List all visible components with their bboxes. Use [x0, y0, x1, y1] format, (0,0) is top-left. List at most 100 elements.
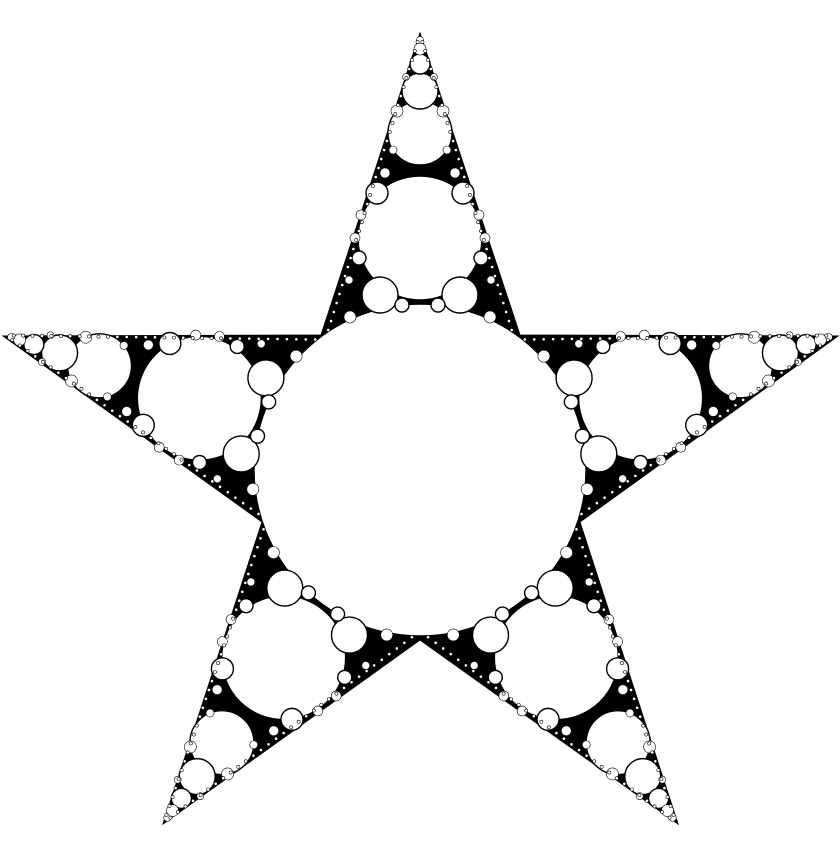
arm-flank-circle-small: [580, 482, 594, 496]
arm-edge-dust: [645, 798, 649, 803]
arm-edge-dust: [153, 335, 157, 340]
arm-edge-dust: [481, 238, 486, 242]
arm-flank-circle-small: [343, 310, 357, 324]
arm-edge-dust: [303, 337, 308, 342]
arm-edge-dust: [645, 335, 650, 340]
arm-edge-dust: [671, 812, 676, 817]
arm-gap-circle: [238, 597, 254, 614]
arm-edge-dust: [629, 787, 634, 792]
arm-edge-dust: [372, 663, 377, 668]
arm-edge-dust: [440, 103, 444, 107]
arm-edge-dust: [644, 732, 649, 737]
arm-edge-dust: [87, 334, 91, 339]
arm-edge-dust: [148, 435, 153, 440]
arm-edge-dust: [225, 490, 230, 495]
arm-edge-dust: [348, 256, 353, 260]
arm-edge-dust: [274, 736, 278, 741]
arm-edge-dust: [202, 474, 207, 478]
arm-edge-dust: [420, 40, 425, 44]
arm-edge-dust: [456, 657, 461, 662]
arm-edge-dust: [701, 335, 706, 340]
arm-edge-dust: [285, 337, 289, 342]
arm-edge-dust: [296, 719, 301, 724]
arm-edge-dust: [156, 441, 161, 446]
arm-flank-circle-small: [494, 606, 511, 622]
arm-gap-circle: [586, 597, 602, 614]
arm-edge-dust: [462, 175, 467, 179]
arm-edge-dust: [387, 130, 392, 134]
arm-edge-dust: [191, 798, 195, 803]
arm-flank-circle-small: [246, 482, 260, 496]
arm-gap-circle: [473, 250, 489, 266]
arm-flank-circle-small: [483, 310, 497, 324]
arm-edge-dust: [764, 381, 769, 386]
arm-edge-dust: [595, 589, 600, 594]
arm-edge-dust: [181, 335, 186, 340]
arm-edge-dust: [162, 335, 167, 340]
arm-edge-dust: [484, 247, 489, 251]
arm-gap-circle: [581, 740, 591, 750]
arm-edge-dust: [79, 387, 84, 391]
arm-gap-circle: [615, 331, 626, 342]
arm-edge-dust: [423, 49, 428, 53]
arm-flank-circle-small: [260, 394, 277, 410]
arm-edge-dust: [490, 265, 495, 269]
arm-edge-dust: [583, 554, 588, 559]
arm-gap-circle: [379, 167, 391, 179]
arm-edge-dust: [656, 768, 661, 773]
arm-edge-dust: [453, 148, 458, 152]
arm-edge-dust: [426, 635, 431, 640]
arm-edge-dust: [577, 748, 581, 752]
arm-flank-circle-small: [560, 546, 573, 559]
arm-edge-dust: [434, 85, 439, 89]
arm-edge-dust: [659, 777, 664, 782]
arm-gap-circle: [711, 341, 721, 350]
arm-edge-dust: [662, 786, 667, 790]
arm-edge-dust: [428, 67, 433, 71]
arm-edge-dust: [240, 589, 245, 594]
arm-edge-dust: [171, 452, 176, 457]
arm-edge-dust: [218, 484, 222, 489]
arm-edge-dust: [185, 750, 190, 755]
arm-edge-dust: [599, 765, 604, 769]
arm-edge-dust: [167, 804, 172, 808]
arm-edge-dust: [671, 446, 676, 451]
arm-flank-circle-small: [380, 628, 394, 642]
arm-edge-dust: [251, 753, 256, 758]
arm-gap-circle: [632, 454, 649, 471]
arm-edge-dust: [115, 334, 120, 339]
arm-gap-circle: [205, 708, 215, 718]
arm-gap-circle: [361, 661, 371, 670]
arm-edge-dust: [225, 634, 230, 639]
arm-edge-dust: [329, 319, 333, 323]
arm-gap-circle: [349, 232, 361, 244]
arm-edge-dust: [524, 708, 529, 713]
arm-gap-circle: [617, 684, 629, 696]
arm-edge-dust: [739, 334, 744, 339]
arm-edge-dust: [206, 787, 211, 792]
arm-edge-dust: [442, 112, 447, 116]
arm-edge-dust: [441, 646, 446, 651]
arm-edge-dust: [233, 495, 238, 500]
arm-gap-circle: [686, 339, 697, 351]
arm-edge-dust: [531, 714, 536, 719]
arm-edge-dust: [592, 580, 597, 585]
arm-edge-dust: [617, 336, 621, 341]
arm-edge-dust: [252, 554, 257, 559]
arm-gap-circle: [173, 454, 185, 466]
arm-edge-dust: [702, 425, 707, 429]
arm-edge-dust: [362, 211, 367, 215]
arm-edge-dust: [509, 697, 514, 702]
arm-edge-dust: [219, 336, 223, 341]
arm-edge-dust: [17, 343, 22, 348]
arm-edge-dust: [200, 336, 205, 340]
arm-edge-dust: [574, 527, 579, 532]
arm-gap-circle: [131, 413, 155, 437]
arm-edge-dust: [266, 336, 270, 341]
arm-edge-dust: [207, 688, 211, 692]
arm-edge-dust: [570, 336, 574, 341]
arm-edge-dust: [635, 705, 640, 710]
arm-edge-dust: [213, 670, 217, 675]
arm-edge-dust: [10, 338, 15, 342]
arm-flank-circle: [330, 616, 369, 654]
